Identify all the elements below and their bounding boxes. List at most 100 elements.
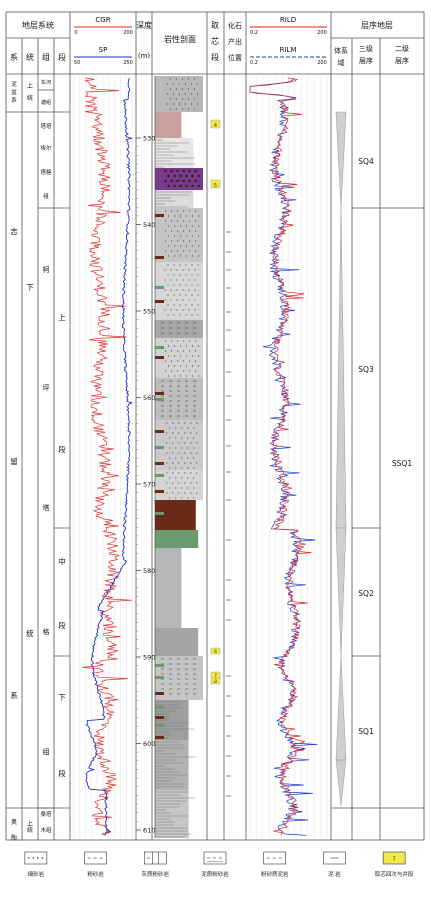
lithology-dot (165, 340, 167, 342)
lithology-dot (169, 467, 171, 469)
lithology-dot (197, 264, 199, 266)
lithology-interbed (155, 346, 164, 349)
lithology-dot (189, 210, 191, 212)
header-tract-2: 域 (338, 58, 345, 67)
lithology-dot (184, 482, 186, 484)
lithology-dot (182, 269, 184, 271)
lithology-dot (187, 108, 189, 110)
lithology-dot (197, 294, 199, 296)
core-label-7: 7 (214, 673, 217, 679)
lithology-dot (187, 427, 189, 429)
lithology-bed (155, 112, 182, 138)
lithology-dot (177, 370, 179, 372)
lithology-dot (173, 184, 176, 188)
system-ao-2: 陶 (11, 834, 17, 842)
lithology-dot (191, 274, 193, 276)
legend-dot (41, 857, 44, 859)
lithology-dot (166, 422, 168, 424)
lithology-dot (189, 230, 191, 232)
lithology-dot (190, 432, 192, 434)
lithology-dot (181, 487, 183, 489)
lithology-interbed (155, 664, 164, 667)
header-sp-min: 50 (74, 60, 80, 66)
lithology-dot (195, 350, 197, 352)
lithology-bed (155, 740, 189, 790)
lithology-dot (194, 289, 196, 291)
lithology-dot (194, 169, 197, 173)
lithology-dot (176, 269, 178, 271)
core-label-6: 6 (214, 649, 217, 655)
lithology-dot (198, 365, 200, 367)
lithology-dot (168, 255, 170, 257)
lithology-dot (196, 482, 198, 484)
lithology-dot (193, 78, 195, 80)
series-ao-shang: 上 (27, 820, 33, 828)
lithology-dot (175, 427, 177, 429)
lithology-dot (177, 340, 179, 342)
lithology-dot (180, 365, 182, 367)
lithology-dot (169, 427, 171, 429)
lithology-dot (184, 452, 186, 454)
lithology-dot (192, 375, 194, 377)
lithology-interbed (155, 512, 164, 515)
lithology-dot (186, 235, 188, 237)
member-labels: 上 段 中 段 下 段 (58, 313, 66, 778)
lithology-dot (183, 240, 185, 242)
group-tata-4: 组 (43, 192, 49, 200)
lithology-dot (188, 269, 190, 271)
lithology-dot (182, 309, 184, 311)
legend-swatch-core (382, 851, 406, 865)
lithology-dot (185, 294, 187, 296)
lithology-dot (174, 215, 176, 217)
lithology-dot (193, 457, 195, 459)
tract-wedge-sq1-lower (335, 759, 347, 807)
lithology-dot (167, 294, 169, 296)
lithology-dot (185, 184, 188, 188)
log-scale-lines (74, 26, 327, 58)
core-label-8: 8 (214, 679, 217, 685)
lithology-dot (170, 309, 172, 311)
header-depth-unit: (m) (138, 52, 151, 60)
lithology-dot (183, 220, 185, 222)
lithology-dot (167, 184, 170, 188)
member-lower: 下 (58, 693, 66, 702)
lithology-dot (168, 245, 170, 247)
unit-boundaries (6, 89, 424, 809)
lithology-interbed (155, 356, 164, 359)
lithology-dot (184, 492, 186, 494)
lithology-dot (172, 93, 174, 95)
lithology-dot (173, 294, 175, 296)
lithology-dot (191, 304, 193, 306)
lithology-dot (173, 174, 176, 178)
lithology-dot (186, 365, 188, 367)
lithology-dot (179, 294, 181, 296)
lithology-dot (192, 355, 194, 357)
lithology-dot (184, 83, 186, 85)
lithology-dot (190, 103, 192, 105)
lithology-dot (192, 235, 194, 237)
lithology-dot (194, 179, 197, 183)
lithology-dot (193, 98, 195, 100)
header-series: 统 (26, 52, 34, 62)
lithology-dot (172, 103, 174, 105)
lithology-dot (192, 365, 194, 367)
header-rild-min: 0.2 (250, 30, 258, 36)
lithology-dot (193, 487, 195, 489)
lithology-dot (175, 447, 177, 449)
lithology-dot (173, 284, 175, 286)
lithology-interbed (155, 430, 164, 433)
lithology-dot (197, 284, 199, 286)
group-sangta-2: 木组 (40, 826, 52, 834)
lithology-dot (185, 284, 187, 286)
header-stratigraphy: 地层系统 (22, 20, 54, 30)
lithology-dot (166, 83, 168, 85)
lithology-dot (177, 210, 179, 212)
lithology-interbed (155, 706, 164, 709)
group-kepingtage-3: 塔 (43, 503, 50, 512)
lithology-bed (155, 320, 203, 338)
depth-tick-label: 5700 (143, 481, 160, 489)
header-cgr-max: 200 (123, 30, 133, 36)
lithology-dot (175, 78, 177, 80)
lithology-dot (165, 210, 167, 212)
